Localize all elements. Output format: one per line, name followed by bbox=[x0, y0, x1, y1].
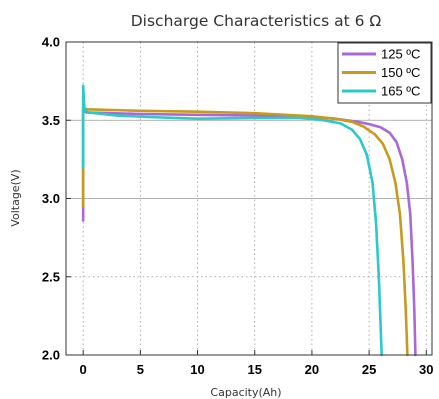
x-tick-label: 15 bbox=[247, 362, 261, 377]
y-axis-label: Voltage(V) bbox=[9, 169, 22, 226]
x-tick-label: 0 bbox=[80, 362, 87, 377]
x-tick-label: 20 bbox=[305, 362, 319, 377]
axis-ticks: 0 5 10 15 20 25 30 2.0 2.5 3.0 3.5 4.0 bbox=[42, 35, 434, 378]
legend-label-3: 165 ºC bbox=[381, 84, 420, 99]
x-tick-label: 30 bbox=[419, 362, 433, 377]
x-axis-label: Capacity(Ah) bbox=[210, 386, 281, 399]
legend-label-1: 125 ºC bbox=[381, 47, 420, 62]
y-tick-label: 4.0 bbox=[42, 35, 60, 50]
series-line-3 bbox=[81, 84, 383, 357]
x-tick-label: 25 bbox=[362, 362, 376, 377]
legend: 125 ºC 150 ºC 165 ºC bbox=[337, 42, 432, 104]
chart-title: Discharge Characteristics at 6 Ω bbox=[131, 12, 382, 30]
legend-label-2: 150 ºC bbox=[381, 65, 420, 80]
series-line-2 bbox=[81, 106, 409, 357]
grid-lines bbox=[66, 42, 432, 355]
x-tick-label: 10 bbox=[190, 362, 204, 377]
y-tick-label: 3.5 bbox=[42, 113, 60, 128]
y-tick-label: 3.0 bbox=[42, 191, 60, 206]
y-tick-label: 2.5 bbox=[42, 269, 60, 284]
series-lines bbox=[81, 84, 417, 357]
y-tick-label: 2.0 bbox=[42, 348, 60, 363]
x-tick-label: 5 bbox=[137, 362, 144, 377]
series-line-1 bbox=[81, 109, 417, 357]
